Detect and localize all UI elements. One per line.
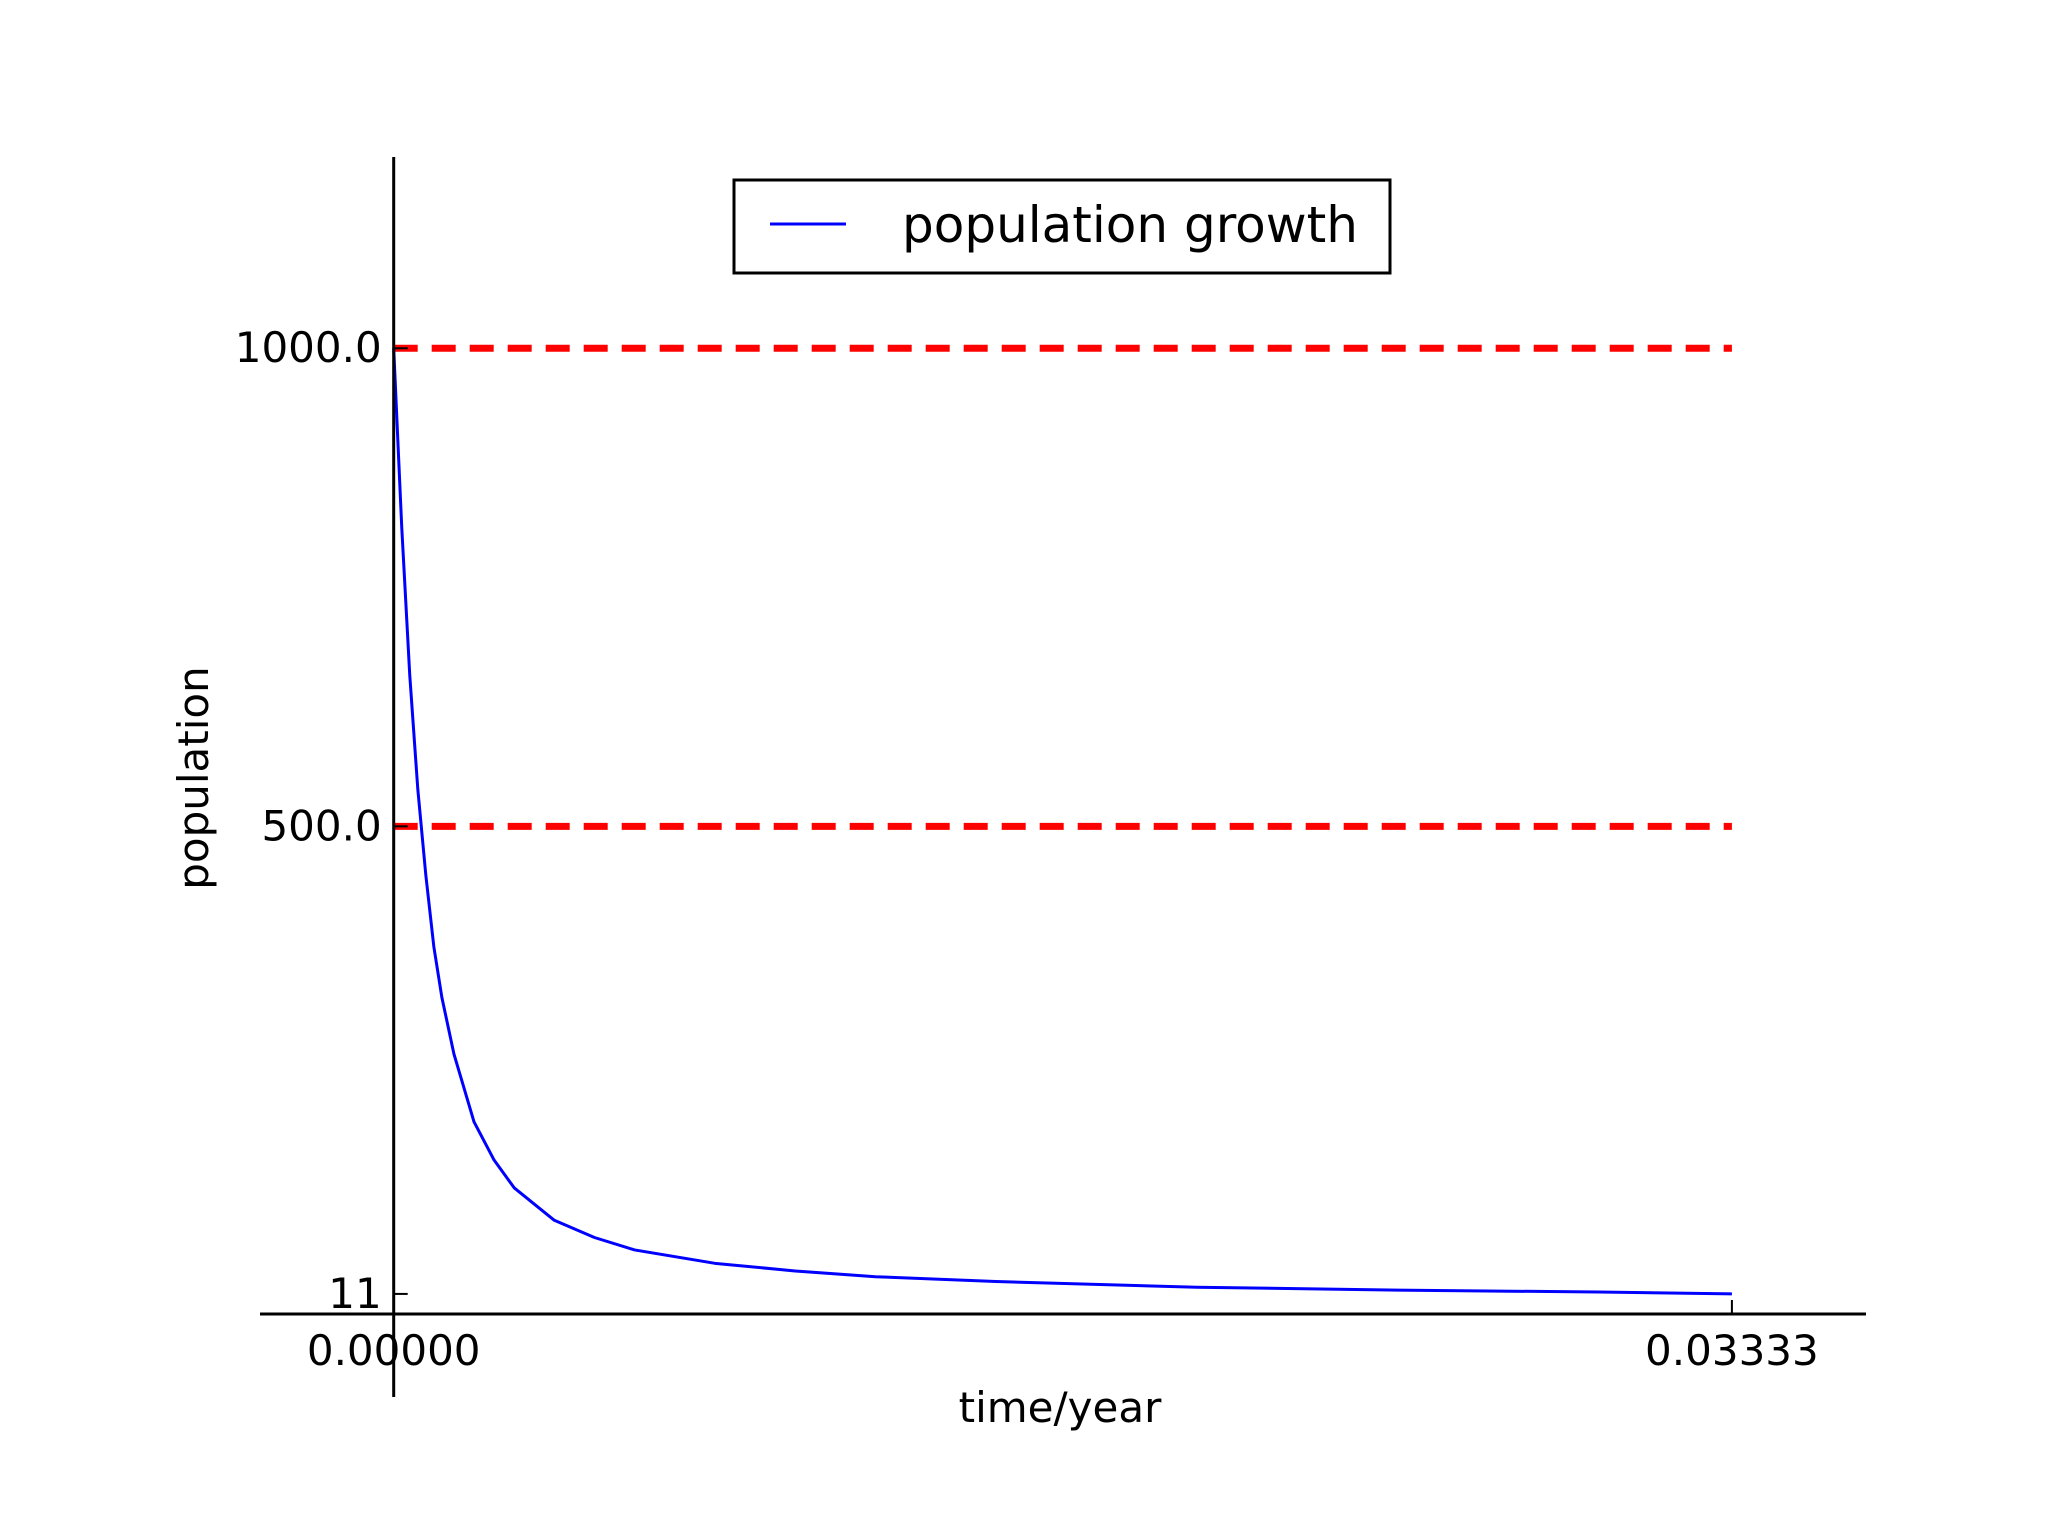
legend: population growth [732, 178, 1392, 275]
y-tick-label-1000.0: 1000.0 [235, 323, 382, 372]
axes [260, 157, 1866, 1397]
ticks: 11 500.0 1000.0 0.00000 0.03333 [235, 323, 1819, 1375]
y-tick-label-500.0: 500.0 [261, 801, 381, 850]
reference-lines [393, 344, 1732, 830]
legend-box [732, 178, 1392, 275]
legend-label-population-growth: population growth [902, 196, 1358, 254]
x-axis-label: time/year [959, 1383, 1162, 1432]
x-tick-label-0.03333: 0.03333 [1645, 1326, 1819, 1375]
y-axis-label: population [169, 666, 218, 890]
x-tick-label-0.00000: 0.00000 [307, 1326, 481, 1375]
y-tick-label-11: 11 [328, 1269, 381, 1318]
series-line-population-growth [392, 348, 1732, 1296]
series-group [392, 348, 1732, 1296]
